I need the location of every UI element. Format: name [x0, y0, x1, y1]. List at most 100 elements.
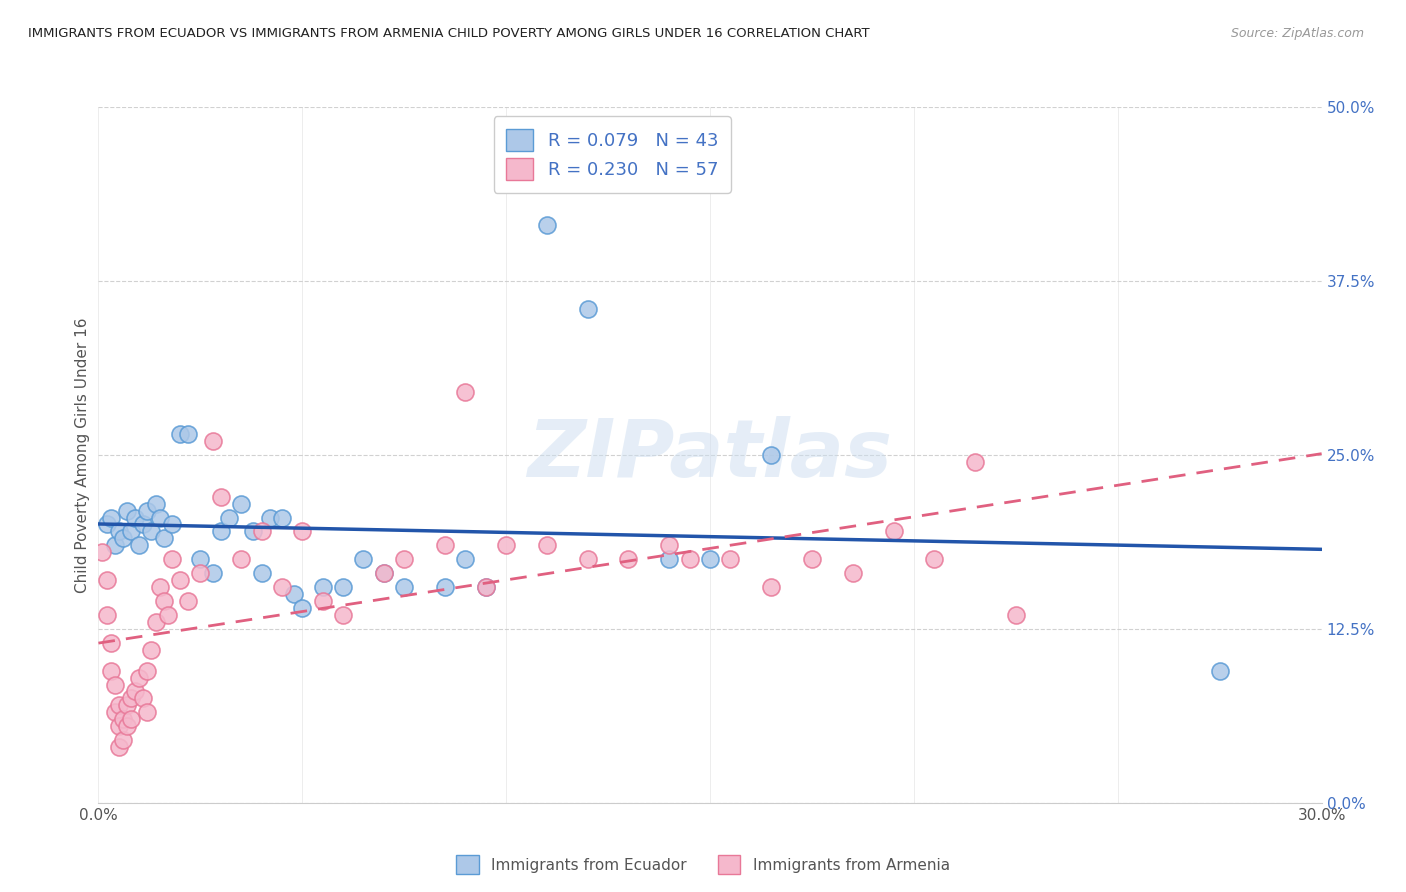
Point [209, 524, 232, 539]
Point [242, 524, 264, 539]
Point [312, 580, 335, 594]
Point [156, 607, 179, 622]
Point [111, 733, 134, 747]
Text: ZIPatlas: ZIPatlas [527, 416, 893, 494]
Point [250, 566, 273, 581]
Point [149, 510, 172, 524]
Point [312, 594, 335, 608]
Point [352, 552, 374, 566]
Point [841, 566, 863, 581]
Point [392, 580, 416, 594]
Point [270, 510, 294, 524]
Point [617, 552, 640, 566]
Point [270, 580, 294, 594]
Point [801, 552, 824, 566]
Point [96, 573, 118, 587]
Point [120, 712, 142, 726]
Point [188, 552, 212, 566]
Point [169, 573, 191, 587]
Point [883, 524, 905, 539]
Point [136, 503, 159, 517]
Point [536, 538, 558, 552]
Point [332, 607, 354, 622]
Point [96, 607, 118, 622]
Point [209, 490, 232, 504]
Point [132, 691, 155, 706]
Point [132, 517, 155, 532]
Point [474, 580, 498, 594]
Text: IMMIGRANTS FROM ECUADOR VS IMMIGRANTS FROM ARMENIA CHILD POVERTY AMONG GIRLS UND: IMMIGRANTS FROM ECUADOR VS IMMIGRANTS FR… [28, 27, 870, 40]
Point [679, 552, 702, 566]
Point [392, 552, 416, 566]
Point [91, 545, 114, 559]
Point [373, 566, 395, 581]
Point [152, 532, 174, 546]
Point [922, 552, 945, 566]
Text: Source: ZipAtlas.com: Source: ZipAtlas.com [1230, 27, 1364, 40]
Point [145, 615, 167, 629]
Point [761, 580, 783, 594]
Point [201, 434, 224, 448]
Point [454, 552, 477, 566]
Point [177, 427, 200, 442]
Point [332, 580, 354, 594]
Point [152, 594, 174, 608]
Point [250, 524, 273, 539]
Point [454, 385, 477, 400]
Point [231, 497, 253, 511]
Point [136, 706, 159, 720]
Point [536, 219, 558, 233]
Point [108, 524, 131, 539]
Point [124, 510, 146, 524]
Point [576, 552, 599, 566]
Point [100, 636, 122, 650]
Point [115, 503, 138, 517]
Point [115, 719, 138, 733]
Point [104, 706, 127, 720]
Y-axis label: Child Poverty Among Girls Under 16: Child Poverty Among Girls Under 16 [75, 318, 90, 592]
Point [474, 580, 498, 594]
Point [259, 510, 281, 524]
Point [128, 538, 150, 552]
Point [96, 517, 118, 532]
Point [188, 566, 212, 581]
Point [104, 677, 127, 691]
Point [1004, 607, 1026, 622]
Point [108, 719, 131, 733]
Point [141, 524, 163, 539]
Point [120, 524, 142, 539]
Point [434, 538, 457, 552]
Point [160, 552, 183, 566]
Point [720, 552, 742, 566]
Point [576, 301, 599, 316]
Point [218, 510, 240, 524]
Point [231, 552, 253, 566]
Point [495, 538, 517, 552]
Point [160, 517, 183, 532]
Point [108, 740, 131, 755]
Point [145, 497, 167, 511]
Point [115, 698, 138, 713]
Point [658, 538, 681, 552]
Point [658, 552, 681, 566]
Legend: Immigrants from Ecuador, Immigrants from Armenia: Immigrants from Ecuador, Immigrants from… [450, 849, 956, 880]
Point [100, 510, 122, 524]
Point [108, 698, 131, 713]
Point [111, 712, 134, 726]
Point [124, 684, 146, 698]
Point [100, 664, 122, 678]
Point [136, 664, 159, 678]
Point [373, 566, 395, 581]
Point [699, 552, 721, 566]
Point [141, 642, 163, 657]
Point [965, 455, 987, 469]
Point [761, 448, 783, 462]
Point [434, 580, 457, 594]
Point [111, 532, 134, 546]
Point [201, 566, 224, 581]
Point [1209, 664, 1232, 678]
Point [283, 587, 305, 601]
Point [169, 427, 191, 442]
Legend: R = 0.079   N = 43, R = 0.230   N = 57: R = 0.079 N = 43, R = 0.230 N = 57 [494, 116, 731, 193]
Point [104, 538, 127, 552]
